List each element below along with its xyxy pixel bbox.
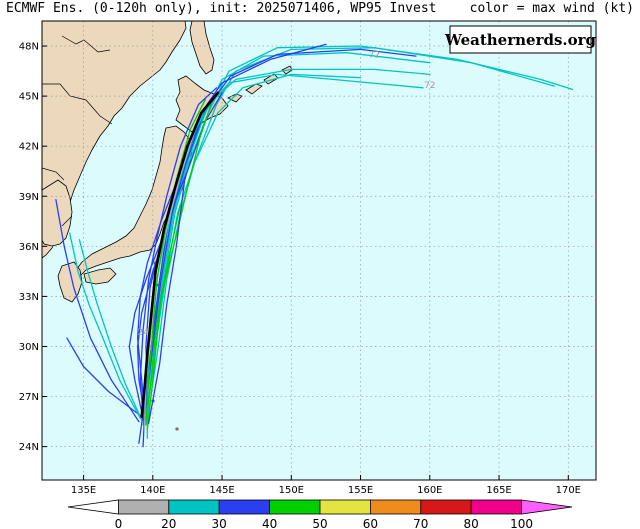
ensemble-member-track bbox=[143, 48, 417, 421]
national-boundaries bbox=[42, 35, 113, 227]
land-masses bbox=[42, 21, 293, 431]
watermark-text: Weathernerds.org bbox=[444, 31, 597, 49]
lat-tick-label: 48N bbox=[19, 42, 39, 53]
kuril-islands bbox=[227, 65, 293, 103]
ensemble-member-track bbox=[147, 178, 186, 424]
forecast-hour-label: 72 bbox=[424, 81, 435, 91]
colorbar-min-arrow bbox=[67, 499, 119, 515]
hokkaido-island bbox=[175, 75, 229, 133]
colorbar-segment bbox=[470, 499, 523, 515]
lon-tick-label: 145E bbox=[209, 485, 234, 496]
colorbar-segment bbox=[269, 499, 321, 515]
ensemble-member-track bbox=[145, 98, 207, 426]
sakhalin-island bbox=[189, 21, 215, 75]
shikoku-island bbox=[83, 267, 117, 285]
lon-tick-label: 165E bbox=[486, 485, 511, 496]
ensemble-member-track bbox=[146, 203, 182, 431]
lon-tick-label: 135E bbox=[71, 485, 96, 496]
colorbar-segment bbox=[218, 499, 270, 515]
ensemble-member-track bbox=[128, 92, 223, 419]
colorbar-label: 50 bbox=[312, 517, 327, 529]
ensemble-member-track bbox=[78, 239, 143, 421]
lon-tick-label: 170E bbox=[556, 485, 581, 496]
forecast-hour-label: 24 bbox=[137, 328, 149, 338]
colorbar-label: 60 bbox=[363, 517, 378, 529]
lat-tick-label: 45N bbox=[19, 92, 39, 103]
axis-ticks: 135E 140E 145E 150E 155E 160E 165E 170E 24N 27N 30… bbox=[19, 42, 581, 496]
colorbar-segment bbox=[420, 499, 472, 515]
colorbar-segment bbox=[319, 499, 371, 515]
lat-tick-label: 33N bbox=[19, 292, 39, 303]
colorbar-label: 100 bbox=[510, 517, 533, 529]
forecast-hour-labels: 72 72 24 bbox=[137, 51, 435, 338]
colorbar-segment bbox=[118, 499, 170, 515]
colorbar-label: 20 bbox=[161, 517, 176, 529]
ensemble-mean-track bbox=[140, 91, 220, 418]
colorbar-max-arrow bbox=[521, 499, 573, 515]
forecast-hour-label: 72 bbox=[369, 51, 380, 61]
ensemble-member-track bbox=[55, 198, 140, 423]
lon-tick-label: 155E bbox=[348, 485, 373, 496]
ensemble-member-track bbox=[66, 337, 143, 418]
map-frame bbox=[41, 20, 597, 481]
colorbar-label: 40 bbox=[262, 517, 277, 529]
map-title: ECMWF Ens. (0-120h only), init: 20250714… bbox=[6, 1, 437, 16]
ensemble-member-track bbox=[69, 232, 141, 419]
color-legend-note: color = max wind (kt) bbox=[469, 1, 634, 16]
ensemble-member-track bbox=[139, 87, 218, 418]
colorbar-label: 80 bbox=[464, 517, 479, 529]
lat-tick-label: 39N bbox=[19, 192, 39, 203]
ensemble-tracks bbox=[55, 43, 574, 448]
lon-tick-label: 150E bbox=[279, 485, 304, 496]
colorbar-label: 30 bbox=[212, 517, 227, 529]
colorbar-segment bbox=[369, 499, 422, 515]
lon-tick-label: 160E bbox=[417, 485, 442, 496]
colorbar-label: 70 bbox=[413, 517, 428, 529]
lat-tick-label: 24N bbox=[19, 442, 39, 453]
lat-tick-label: 30N bbox=[19, 342, 39, 353]
lat-tick-label: 27N bbox=[19, 392, 39, 403]
lat-tick-label: 36N bbox=[19, 242, 39, 253]
wind-colorbar: 0 20 30 40 50 60 70 80 100 bbox=[67, 499, 573, 529]
colorbar-label: 0 bbox=[115, 517, 123, 529]
watermark-box: Weathernerds.org bbox=[444, 25, 597, 54]
lon-tick-label: 140E bbox=[140, 485, 165, 496]
lat-tick-label: 42N bbox=[19, 142, 39, 153]
colorbar-segment bbox=[168, 499, 220, 515]
ensemble-member-track bbox=[146, 47, 556, 421]
ensemble-member-track bbox=[145, 103, 212, 421]
